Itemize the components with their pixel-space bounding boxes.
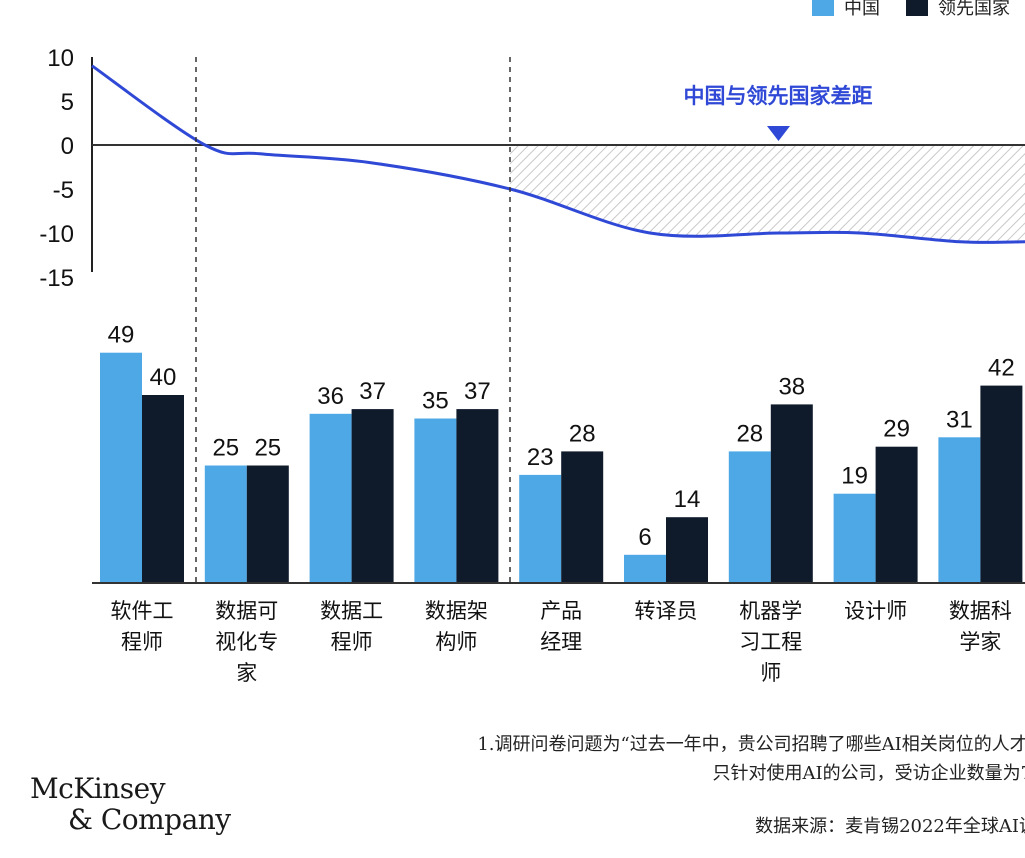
gap-line [91, 64, 1025, 244]
bar-label-leading-6: 38 [778, 373, 805, 400]
legend-label-1: 领先国家 [938, 0, 1010, 19]
bar-china-1 [204, 465, 247, 583]
bar-label-china-8: 31 [946, 406, 973, 433]
gap-ytick--10: -10 [39, 221, 74, 248]
bar-label-china-4: 23 [527, 444, 554, 471]
bar-china-6 [728, 451, 771, 583]
bar-label-leading-3: 37 [464, 378, 491, 405]
data-source: 数据来源：麦肯锡2022年全球AI调研 [755, 816, 1025, 837]
gap-ytick--5: -5 [53, 177, 74, 204]
legend-swatch-0 [812, 0, 834, 16]
gap-marker [767, 126, 790, 141]
bar-leading-3 [456, 409, 499, 583]
category-label-1-1: 视化专 [215, 630, 278, 654]
category-label-6-0: 机器学 [739, 599, 802, 623]
bar-leading-2 [351, 409, 394, 583]
bar-label-leading-7: 29 [883, 416, 910, 443]
bar-label-china-6: 28 [736, 420, 763, 447]
bar-china-4 [519, 474, 562, 583]
category-label-0-0: 软件工 [111, 599, 174, 623]
bar-label-leading-0: 40 [150, 364, 177, 391]
bar-china-3 [414, 418, 457, 583]
category-label-3-1: 构师 [435, 630, 477, 654]
bar-label-leading-8: 42 [988, 355, 1015, 382]
category-label-1-2: 家 [236, 661, 257, 685]
bar-label-china-1: 25 [212, 435, 239, 462]
category-label-8-1: 学家 [959, 630, 1001, 654]
legend-swatch-1 [906, 0, 928, 16]
bar-china-0 [100, 352, 142, 583]
bar-leading-4 [561, 451, 604, 583]
category-label-8-0: 数据科 [949, 599, 1012, 623]
gap-label: 中国与领先国家差距 [684, 83, 873, 108]
category-label-6-2: 师 [760, 661, 781, 685]
bar-china-7 [833, 493, 876, 583]
mckinsey-logo: McKinsey & Company [30, 773, 231, 835]
bar-leading-0 [142, 395, 184, 583]
bar-leading-8 [980, 385, 1023, 583]
bar-china-8 [938, 437, 981, 583]
bar-china-5 [624, 554, 666, 583]
category-label-6-1: 习工程 [739, 630, 802, 654]
bar-label-china-2: 36 [317, 383, 344, 410]
bar-label-china-7: 19 [841, 463, 868, 490]
category-label-3-0: 数据架 [425, 599, 488, 623]
category-label-4-1: 经理 [540, 630, 582, 654]
category-label-1-0: 数据可 [215, 599, 278, 623]
gap-hatch-area [510, 145, 1025, 243]
category-label-0-1: 程师 [121, 630, 163, 654]
bar-label-china-0: 49 [108, 322, 135, 349]
category-label-4-0: 产品 [540, 599, 582, 623]
bar-label-leading-5: 14 [674, 486, 701, 513]
bar-leading-7 [875, 446, 918, 583]
bar-label-leading-4: 28 [569, 420, 596, 447]
logo-line-1: McKinsey [30, 772, 166, 805]
bar-label-leading-1: 25 [254, 435, 281, 462]
footnote-line-1: 1.调研问卷问题为“过去一年中，贵公司招聘了哪些AI相关岗位的人才？” [477, 734, 1025, 755]
bar-label-china-5: 6 [638, 524, 651, 551]
bar-leading-5 [666, 517, 708, 583]
bar-leading-1 [246, 465, 289, 583]
category-label-7-0: 设计师 [844, 599, 907, 623]
gap-ytick-5: 5 [61, 89, 74, 116]
logo-line-2: & Company [68, 803, 231, 836]
bar-label-china-3: 35 [422, 388, 449, 415]
footnote-line-2: 只针对使用AI的公司，受访企业数量为744 [712, 763, 1025, 784]
gap-ytick--15: -15 [39, 265, 74, 292]
category-label-5-0: 转译员 [635, 599, 698, 623]
legend-label-0: 中国 [844, 0, 880, 19]
gap-ytick-0: 0 [61, 133, 74, 160]
gap-ytick-10: 10 [47, 45, 74, 72]
bar-label-leading-2: 37 [359, 378, 386, 405]
bar-leading-6 [770, 404, 813, 583]
category-label-2-1: 程师 [331, 630, 373, 654]
bar-china-2 [309, 413, 352, 583]
category-label-2-0: 数据工 [320, 599, 383, 623]
